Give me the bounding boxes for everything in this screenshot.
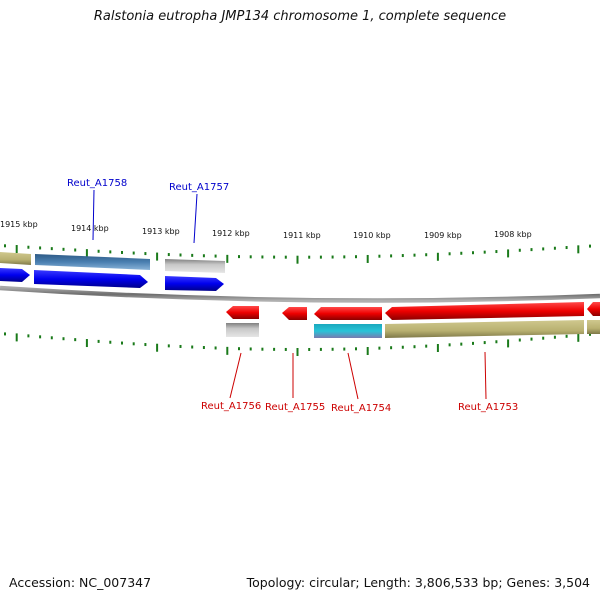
scale-label: 1908 kbp	[494, 230, 532, 239]
map-title: Ralstonia eutropha JMP134 chromosome 1, …	[93, 9, 507, 24]
scale-ticks-top	[4, 244, 591, 264]
gene-label-reut-a1758[interactable]: Reut_A1758	[67, 178, 127, 189]
feature-bar[interactable]	[0, 252, 31, 265]
scale-label: 1909 kbp	[424, 231, 462, 240]
leader-line	[193, 193, 198, 244]
feature-bar[interactable]	[35, 254, 150, 270]
gene-arrow[interactable]	[0, 268, 30, 282]
gene-label-reut-a1754[interactable]: Reut_A1754	[331, 403, 391, 414]
gene-arrow-reut-a1755[interactable]	[282, 307, 307, 320]
gene-label-reut-a1753[interactable]: Reut_A1753	[458, 402, 518, 413]
gene-arrow-reut-a1756[interactable]	[226, 306, 259, 319]
gene-label-reut-a1755[interactable]: Reut_A1755	[265, 402, 325, 413]
chromosome-backbone	[0, 285, 600, 303]
feature-bar[interactable]	[587, 320, 600, 334]
gene-label-reut-a1757[interactable]: Reut_A1757	[169, 182, 229, 193]
scale-labels: 1915 kbp 1914 kbp 1913 kbp 1912 kbp 1911…	[0, 220, 532, 240]
gene-arrow-reut-a1758[interactable]	[34, 270, 148, 288]
gene-labels: Reut_A1758 Reut_A1757 Reut_A1756 Reut_A1…	[67, 178, 518, 414]
leader-line	[347, 352, 359, 400]
scale-label: 1914 kbp	[71, 224, 109, 233]
reverse-feature-track	[226, 320, 600, 338]
gene-arrow-reut-a1757[interactable]	[165, 276, 224, 291]
gene-label-reut-a1756[interactable]: Reut_A1756	[201, 401, 261, 412]
feature-bar[interactable]	[165, 259, 225, 273]
leader-line	[229, 352, 242, 399]
gene-leader-lines	[92, 189, 487, 400]
topology-text: Topology: circular; Length: 3,806,533 bp…	[246, 575, 590, 590]
gene-arrow[interactable]	[587, 302, 600, 316]
scale-ticks-bottom	[4, 332, 591, 356]
leader-line	[92, 189, 95, 241]
reverse-gene-arrows	[226, 302, 600, 320]
accession-text: Accession: NC_007347	[9, 575, 152, 590]
scale-label: 1910 kbp	[353, 231, 391, 240]
forward-gene-arrows	[0, 268, 224, 291]
scale-label: 1915 kbp	[0, 220, 38, 229]
feature-bar[interactable]	[226, 323, 259, 337]
leader-line	[484, 351, 487, 400]
feature-bar[interactable]	[385, 320, 584, 338]
scale-label: 1912 kbp	[212, 229, 250, 238]
gene-arrow-reut-a1753[interactable]	[385, 302, 584, 320]
scale-label: 1911 kbp	[283, 231, 321, 240]
scale-label: 1913 kbp	[142, 227, 180, 236]
gene-arrow-reut-a1754[interactable]	[314, 307, 382, 320]
forward-feature-track	[0, 252, 225, 273]
feature-bar[interactable]	[314, 324, 382, 338]
